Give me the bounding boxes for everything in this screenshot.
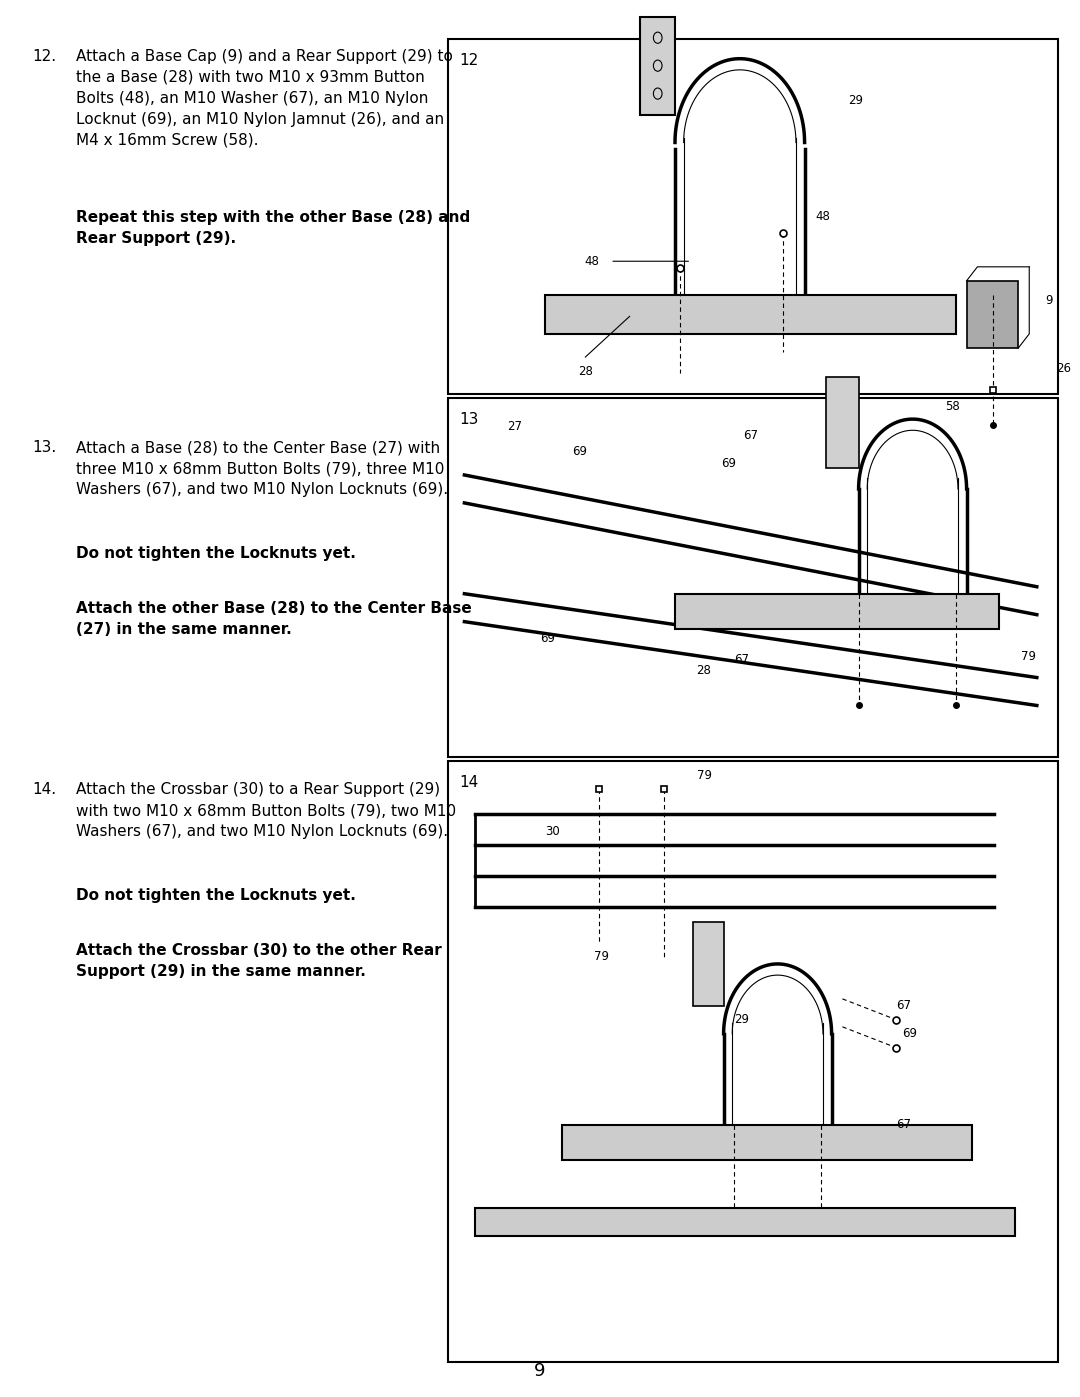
Text: Attach a Base (28) to the Center Base (27) with
three M10 x 68mm Button Bolts (7: Attach a Base (28) to the Center Base (2… bbox=[76, 440, 448, 497]
Text: 14: 14 bbox=[459, 775, 478, 791]
Bar bbox=[475, 1208, 1015, 1236]
Text: 79: 79 bbox=[1021, 650, 1036, 664]
Text: 13.: 13. bbox=[32, 440, 56, 455]
Bar bbox=[640, 17, 675, 115]
Text: 48: 48 bbox=[584, 254, 599, 268]
Text: 9: 9 bbox=[535, 1362, 545, 1380]
Text: Attach the other Base (28) to the Center Base
(27) in the same manner.: Attach the other Base (28) to the Center… bbox=[76, 601, 471, 637]
Bar bbox=[693, 922, 724, 1006]
Text: 13: 13 bbox=[459, 412, 478, 427]
Text: 69: 69 bbox=[572, 444, 588, 458]
Text: 12: 12 bbox=[459, 53, 478, 68]
Text: Do not tighten the Locknuts yet.: Do not tighten the Locknuts yet. bbox=[76, 546, 355, 562]
Circle shape bbox=[799, 307, 810, 321]
Text: 79: 79 bbox=[697, 768, 712, 782]
Circle shape bbox=[729, 1134, 740, 1148]
Circle shape bbox=[670, 307, 680, 321]
Circle shape bbox=[621, 1134, 632, 1148]
Circle shape bbox=[734, 307, 745, 321]
Circle shape bbox=[605, 307, 616, 321]
Bar bbox=[448, 39, 1058, 394]
Text: Repeat this step with the other Base (28) and
Rear Support (29).: Repeat this step with the other Base (28… bbox=[76, 210, 470, 246]
Text: 26: 26 bbox=[1056, 362, 1071, 376]
Text: 69: 69 bbox=[721, 457, 737, 469]
Bar bbox=[448, 761, 1058, 1362]
Text: 48: 48 bbox=[815, 210, 831, 224]
Text: 67: 67 bbox=[743, 429, 758, 441]
Text: Do not tighten the Locknuts yet.: Do not tighten the Locknuts yet. bbox=[76, 888, 355, 904]
Bar bbox=[448, 398, 1058, 757]
Text: Attach the Crossbar (30) to a Rear Support (29)
with two M10 x 68mm Button Bolts: Attach the Crossbar (30) to a Rear Suppo… bbox=[76, 782, 456, 840]
Text: 67: 67 bbox=[896, 999, 912, 1013]
Text: 29: 29 bbox=[848, 94, 863, 108]
Text: 28: 28 bbox=[578, 365, 593, 377]
Bar bbox=[675, 594, 999, 629]
Text: 14.: 14. bbox=[32, 782, 56, 798]
Text: 9: 9 bbox=[1045, 295, 1053, 307]
Text: 69: 69 bbox=[902, 1027, 917, 1041]
Bar bbox=[562, 1125, 972, 1160]
Circle shape bbox=[837, 1134, 848, 1148]
Text: 67: 67 bbox=[896, 1118, 912, 1132]
Text: 67: 67 bbox=[734, 652, 750, 666]
Bar bbox=[545, 295, 956, 334]
Text: 27: 27 bbox=[508, 419, 523, 433]
Text: 28: 28 bbox=[697, 664, 712, 676]
Text: 29: 29 bbox=[734, 1013, 750, 1027]
Bar bbox=[967, 281, 1018, 348]
Bar bbox=[826, 377, 859, 468]
Text: Attach a Base Cap (9) and a Rear Support (29) to
the a Base (28) with two M10 x : Attach a Base Cap (9) and a Rear Support… bbox=[76, 49, 453, 148]
Text: 58: 58 bbox=[945, 400, 960, 414]
Text: 12.: 12. bbox=[32, 49, 56, 64]
Text: 79: 79 bbox=[594, 950, 609, 963]
Text: 69: 69 bbox=[540, 631, 555, 645]
Text: 30: 30 bbox=[545, 824, 561, 838]
Text: Attach the Crossbar (30) to the other Rear
Support (29) in the same manner.: Attach the Crossbar (30) to the other Re… bbox=[76, 943, 442, 979]
